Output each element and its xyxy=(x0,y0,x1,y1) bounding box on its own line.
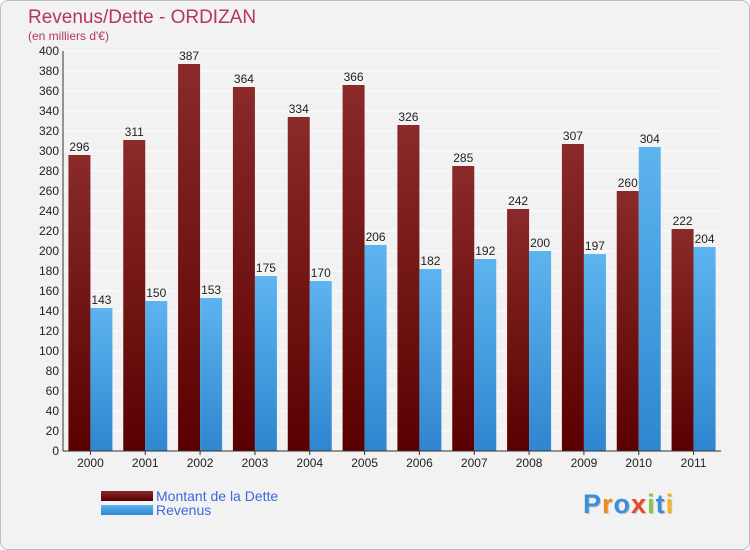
bar-dette xyxy=(397,125,420,451)
x-tick-label: 2006 xyxy=(406,456,433,470)
y-tick-label: 20 xyxy=(46,424,60,438)
logo-letter: r xyxy=(602,489,614,519)
x-tick-label: 2008 xyxy=(516,456,543,470)
y-tick-label: 120 xyxy=(39,324,59,338)
bar-revenus xyxy=(364,245,387,451)
data-label: 304 xyxy=(640,132,660,146)
bar-dette xyxy=(178,64,201,451)
data-label: 285 xyxy=(453,151,473,165)
y-tick-label: 320 xyxy=(39,124,59,138)
legend-swatch-revenus xyxy=(101,505,153,515)
y-tick-label: 280 xyxy=(39,164,59,178)
chart-subtitle: (en milliers d'€) xyxy=(28,29,109,43)
legend-item-revenus: Revenus xyxy=(101,502,211,518)
data-label: 200 xyxy=(530,236,550,250)
data-label: 206 xyxy=(366,230,386,244)
bar-dette xyxy=(561,144,584,451)
chart-title: Revenus/Dette - ORDIZAN xyxy=(28,7,257,28)
bar-dette xyxy=(452,166,475,451)
y-tick-label: 360 xyxy=(39,84,59,98)
x-tick-label: 2007 xyxy=(461,456,488,470)
x-tick-label: 2005 xyxy=(351,456,378,470)
bar-dette xyxy=(68,155,91,451)
data-label: 307 xyxy=(563,129,583,143)
x-tick-label: 2003 xyxy=(242,456,269,470)
bar-revenus xyxy=(529,251,552,451)
data-label: 311 xyxy=(125,125,144,139)
bar-revenus xyxy=(90,308,113,451)
y-tick-label: 0 xyxy=(52,444,59,458)
data-label: 197 xyxy=(585,239,605,253)
bar-revenus xyxy=(200,298,223,451)
bar-dette xyxy=(507,209,530,451)
data-label: 326 xyxy=(398,110,418,124)
bar-dette xyxy=(232,87,255,451)
logo-letter: i xyxy=(665,489,675,519)
y-tick-label: 60 xyxy=(46,384,60,398)
legend-label-debt: Montant de la Dette xyxy=(156,488,279,504)
data-label: 175 xyxy=(256,261,276,275)
bar-revenus xyxy=(583,254,606,451)
bar-dette xyxy=(616,191,639,451)
data-label: 364 xyxy=(234,72,254,86)
data-label: 242 xyxy=(508,194,528,208)
data-label: 170 xyxy=(311,266,331,280)
y-tick-label: 200 xyxy=(39,244,59,258)
y-tick-label: 180 xyxy=(39,264,59,278)
data-label: 296 xyxy=(69,140,89,154)
data-label: 334 xyxy=(289,102,309,116)
bar-dette xyxy=(342,85,365,451)
y-tick-label: 380 xyxy=(39,64,59,78)
bar-revenus xyxy=(474,259,497,451)
x-tick-label: 2004 xyxy=(296,456,323,470)
bar-dette xyxy=(287,117,310,451)
data-label: 222 xyxy=(673,214,693,228)
data-label: 153 xyxy=(201,283,221,297)
bar-revenus xyxy=(309,281,332,451)
y-tick-label: 240 xyxy=(39,204,59,218)
logo-letter: P xyxy=(583,489,603,519)
legend-label-revenus: Revenus xyxy=(156,502,212,518)
data-label: 192 xyxy=(475,244,495,258)
data-label: 260 xyxy=(618,176,638,190)
y-tick-label: 40 xyxy=(46,404,60,418)
bar-revenus xyxy=(693,247,716,451)
data-label: 387 xyxy=(179,49,199,63)
y-tick-label: 160 xyxy=(39,284,59,298)
legend-swatch-debt xyxy=(101,491,153,501)
y-tick-label: 400 xyxy=(39,44,59,58)
x-tick-label: 2002 xyxy=(187,456,214,470)
y-tick-label: 340 xyxy=(39,104,59,118)
y-tick-label: 80 xyxy=(46,364,60,378)
x-tick-label: 2009 xyxy=(571,456,598,470)
logo-letter: x xyxy=(631,489,648,519)
bar-revenus xyxy=(638,147,661,451)
data-label: 366 xyxy=(344,70,364,84)
x-tick-label: 2011 xyxy=(681,456,707,470)
bar-dette xyxy=(123,140,146,451)
data-label: 150 xyxy=(146,286,166,300)
y-tick-label: 260 xyxy=(39,184,59,198)
bar-dette xyxy=(671,229,694,451)
data-label: 143 xyxy=(91,293,111,307)
logo-letter: o xyxy=(613,489,632,519)
data-label: 182 xyxy=(420,254,440,268)
x-tick-label: 2001 xyxy=(132,456,159,470)
bar-revenus xyxy=(145,301,168,451)
proxiti-logo: Proxiti xyxy=(583,489,674,520)
x-tick-label: 2010 xyxy=(625,456,652,470)
x-tick-label: 2000 xyxy=(77,456,104,470)
bar-revenus xyxy=(419,269,442,451)
legend-item-debt: Montant de la Dette xyxy=(101,488,278,504)
logo-letter: t xyxy=(655,489,666,519)
y-tick-label: 140 xyxy=(39,304,59,318)
y-tick-label: 220 xyxy=(39,224,59,238)
y-tick-label: 300 xyxy=(39,144,59,158)
logo-letter: i xyxy=(647,489,656,519)
data-label: 204 xyxy=(695,232,715,246)
y-tick-label: 100 xyxy=(39,344,59,358)
bar-revenus xyxy=(254,276,277,451)
